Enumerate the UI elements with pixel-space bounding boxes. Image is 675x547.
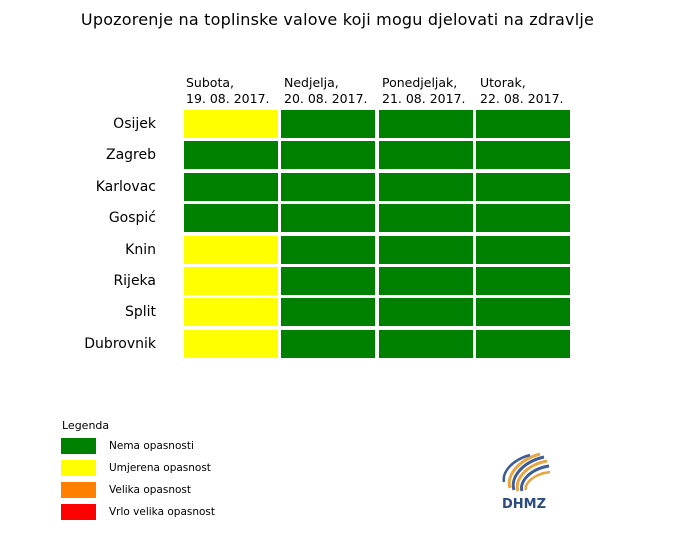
- warning-cell: [184, 173, 278, 201]
- warning-cell: [281, 173, 375, 201]
- warning-cell: [476, 330, 570, 358]
- legend-swatch: [61, 504, 96, 520]
- city-label: Osijek: [113, 116, 156, 132]
- warning-cell: [281, 267, 375, 295]
- warning-cell: [476, 298, 570, 326]
- warning-cell: [281, 298, 375, 326]
- warning-cell: [379, 110, 473, 138]
- dhmz-logo-mark: [502, 452, 551, 492]
- warning-cell: [184, 298, 278, 326]
- day-header: Nedjelja, 20. 08. 2017.: [284, 75, 368, 107]
- warning-cell: [184, 204, 278, 232]
- city-label: Zagreb: [105, 147, 156, 163]
- page-title: Upozorenje na toplinske valove koji mogu…: [80, 10, 595, 29]
- day-name: Subota,: [186, 75, 234, 90]
- warning-cell: [476, 204, 570, 232]
- legend-label: Velika opasnost: [109, 484, 191, 496]
- warning-cell: [184, 110, 278, 138]
- legend-label: Umjerena opasnost: [109, 462, 211, 474]
- warning-cell: [379, 236, 473, 264]
- legend-title: Legenda: [62, 419, 110, 432]
- city-label: Rijeka: [113, 273, 156, 289]
- warning-cell: [379, 204, 473, 232]
- city-label: Knin: [125, 242, 156, 258]
- legend-label: Vrlo velika opasnost: [109, 506, 216, 518]
- warning-cell: [379, 141, 473, 169]
- city-label: Split: [124, 304, 156, 320]
- warning-cell: [281, 330, 375, 358]
- warning-cell: [281, 141, 375, 169]
- legend-label: Nema opasnosti: [109, 440, 194, 452]
- day-name: Nedjelja,: [284, 75, 339, 90]
- city-label: Karlovac: [95, 179, 156, 195]
- day-header: Ponedjeljak, 21. 08. 2017.: [382, 75, 466, 107]
- warning-cell: [476, 141, 570, 169]
- day-header: Subota, 19. 08. 2017.: [186, 75, 270, 107]
- city-label: Dubrovnik: [84, 336, 156, 352]
- day-date: 19. 08. 2017.: [186, 91, 270, 106]
- warning-cell: [379, 173, 473, 201]
- warning-cell: [476, 173, 570, 201]
- dhmz-logo-text: DHMZ: [502, 497, 546, 512]
- warning-cell: [184, 236, 278, 264]
- legend-swatch: [61, 482, 96, 498]
- warning-cell: [184, 330, 278, 358]
- warning-cell: [281, 204, 375, 232]
- city-label: Gospić: [108, 210, 156, 226]
- warning-cell: [281, 110, 375, 138]
- day-date: 20. 08. 2017.: [284, 91, 368, 106]
- day-header: Utorak, 22. 08. 2017.: [480, 75, 564, 107]
- day-name: Utorak,: [480, 75, 526, 90]
- day-date: 22. 08. 2017.: [480, 91, 564, 106]
- legend-swatch: [61, 438, 96, 454]
- warning-cell: [281, 236, 375, 264]
- day-name: Ponedjeljak,: [382, 75, 458, 90]
- warning-cell: [184, 141, 278, 169]
- warning-cell: [379, 267, 473, 295]
- warning-cell: [184, 267, 278, 295]
- legend-swatch: [61, 460, 96, 476]
- warning-cell: [476, 267, 570, 295]
- warning-cell: [379, 298, 473, 326]
- day-date: 21. 08. 2017.: [382, 91, 466, 106]
- dhmz-logo: DHMZ: [502, 452, 551, 512]
- warning-cell: [476, 236, 570, 264]
- warning-cell: [476, 110, 570, 138]
- warning-cell: [379, 330, 473, 358]
